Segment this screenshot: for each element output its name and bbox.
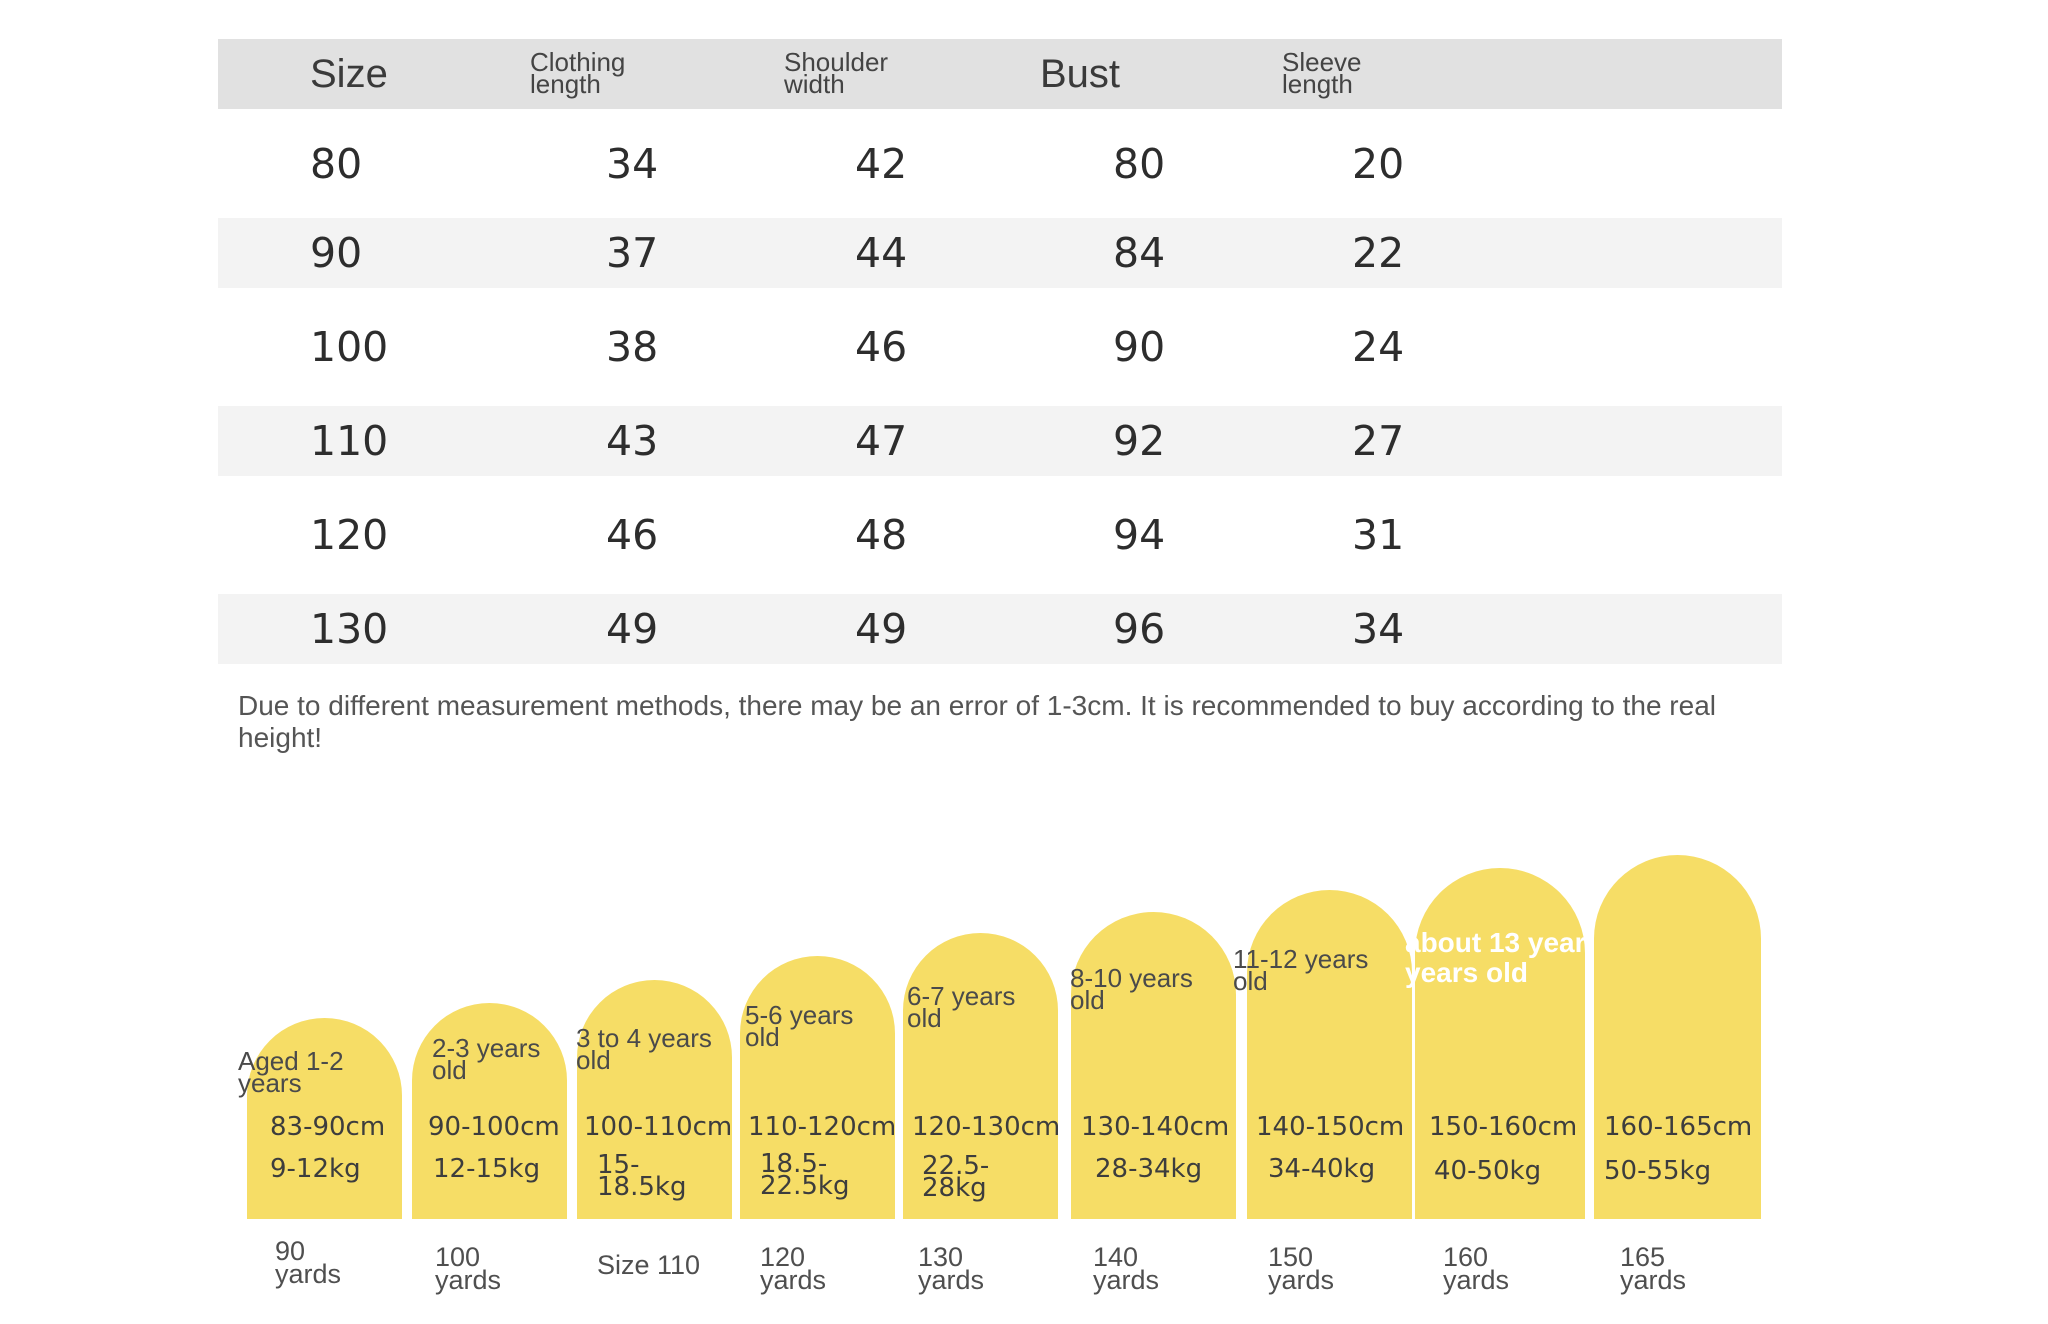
age-label: 2-3 years old	[432, 1033, 541, 1085]
table-cell: 46	[855, 323, 908, 371]
size-arch	[247, 1018, 402, 1219]
table-cell: 34	[1352, 605, 1405, 653]
table-cell: 84	[1113, 229, 1166, 277]
height-range: 130-140cm	[1081, 1112, 1230, 1142]
size-arch	[1071, 912, 1236, 1219]
yard-label: 100 yards	[435, 1242, 502, 1295]
table-cell: 31	[1352, 511, 1405, 559]
table-cell: 49	[606, 605, 659, 653]
weight-range: 22.5-28kg	[922, 1151, 990, 1203]
weight-range: 50-55kg	[1604, 1156, 1712, 1186]
measurement-note: Due to different measurement methods, th…	[238, 690, 1716, 753]
table-row: 80 34 42 80 20	[218, 109, 1782, 218]
age-label: 5-6 years old	[745, 1000, 854, 1052]
table-cell: 38	[606, 323, 659, 371]
height-range: 160-165cm	[1604, 1112, 1753, 1142]
height-range: 120-130cm	[912, 1112, 1061, 1142]
age-label: Aged 1-2 years	[238, 1046, 344, 1098]
table-row: 110 43 47 92 27	[218, 406, 1782, 476]
age-label: 8-10 years old	[1070, 963, 1193, 1015]
header-size: Size	[310, 51, 388, 96]
table-cell: 44	[855, 229, 908, 277]
yard-label: 120 yards	[760, 1242, 827, 1295]
table-cell: 130	[310, 605, 389, 653]
table-cell: 90	[1113, 323, 1166, 371]
size-arch	[740, 956, 895, 1219]
table-cell: 20	[1352, 139, 1405, 188]
table-body: 80 34 42 80 20 90 37 44 84 22 100 38 46 90 24 110 43 47 92…	[218, 109, 1782, 664]
table-cell: 110	[310, 417, 389, 465]
table-cell: 37	[606, 229, 659, 277]
table-cell: 42	[855, 139, 908, 188]
header-bust: Bust	[1040, 51, 1121, 96]
table-cell: 90	[310, 229, 363, 277]
size-arch	[1415, 868, 1585, 1219]
table-cell: 24	[1352, 323, 1405, 371]
weight-range: 34-40kg	[1268, 1154, 1376, 1184]
weight-range: 15-18.5kg	[597, 1150, 687, 1202]
header-sleeve-length: Sleeve length	[1282, 46, 1362, 99]
yard-label: 150 yards	[1268, 1242, 1335, 1295]
weight-range: 12-15kg	[433, 1154, 541, 1184]
size-arch	[577, 980, 732, 1219]
weight-range: 28-34kg	[1095, 1154, 1203, 1184]
table-row: 90 37 44 84 22	[218, 218, 1782, 288]
table-cell: 92	[1113, 417, 1166, 465]
table-cell: 100	[310, 323, 389, 371]
height-range: 140-150cm	[1256, 1112, 1405, 1142]
age-label: 6-7 years old	[907, 981, 1016, 1033]
size-arch	[412, 1003, 567, 1219]
weight-range: 40-50kg	[1434, 1156, 1542, 1186]
table-cell: 47	[855, 417, 908, 465]
height-range: 110-120cm	[748, 1112, 897, 1142]
table-cell: 27	[1352, 417, 1405, 465]
weight-range: 18.5-22.5kg	[760, 1149, 850, 1201]
header-clothing-length: Clothing length	[530, 46, 626, 99]
yard-label: Size 110	[597, 1250, 701, 1280]
header-shoulder-width: Shoulder width	[784, 46, 889, 99]
table-cell: 94	[1113, 511, 1166, 559]
table-cell: 80	[1113, 139, 1166, 188]
size-arch	[1594, 855, 1761, 1219]
yard-label: 130 yards	[918, 1242, 985, 1295]
height-range: 150-160cm	[1429, 1112, 1578, 1142]
table-header-row: Size Clothing length Shoulder width Bust…	[218, 39, 1782, 109]
table-cell: 48	[855, 511, 908, 559]
table-cell: 46	[606, 511, 659, 559]
weight-range: 9-12kg	[270, 1154, 361, 1184]
table-cell: 43	[606, 417, 659, 465]
height-range: 90-100cm	[428, 1112, 560, 1142]
age-label: 3 to 4 years old	[576, 1023, 712, 1075]
yard-label: 165 yards	[1620, 1242, 1687, 1295]
table-cell: 22	[1352, 229, 1405, 277]
table-row: 100 38 46 90 24	[218, 288, 1782, 406]
table-row: 130 49 49 96 34	[218, 594, 1782, 664]
size-table: Size Clothing length Shoulder width Bust…	[218, 39, 1782, 664]
table-cell: 120	[310, 511, 389, 559]
table-cell: 80	[310, 139, 363, 188]
height-range: 100-110cm	[584, 1112, 733, 1142]
table-cell: 96	[1113, 605, 1166, 653]
size-arch	[903, 933, 1058, 1219]
height-range: 83-90cm	[270, 1112, 386, 1142]
table-row: 120 46 48 94 31	[218, 476, 1782, 594]
yard-label: 140 yards	[1093, 1242, 1160, 1295]
age-label: 11-12 years old	[1233, 944, 1369, 996]
table-cell: 49	[855, 605, 908, 653]
table-cell: 34	[606, 139, 659, 188]
yard-label: 160 yards	[1443, 1242, 1510, 1295]
size-arch	[1247, 890, 1412, 1219]
yard-label: 90 yards	[275, 1236, 342, 1289]
